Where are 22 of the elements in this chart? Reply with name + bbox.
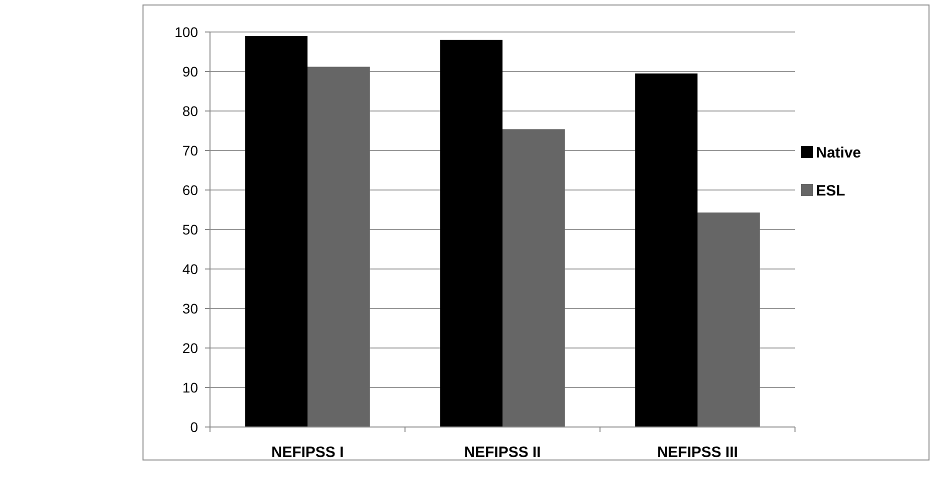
y-tick-label: 70 bbox=[182, 142, 198, 158]
legend-label: Native bbox=[816, 144, 862, 162]
x-tick-label: NEFIPSS II bbox=[464, 444, 541, 461]
bar bbox=[440, 40, 502, 427]
y-tick-label: 40 bbox=[182, 260, 198, 277]
y-tick-label: 30 bbox=[182, 300, 198, 316]
bar bbox=[635, 73, 698, 427]
y-tick-label: 80 bbox=[182, 102, 198, 119]
legend-label: ESL bbox=[816, 182, 846, 200]
bar bbox=[698, 212, 760, 427]
bar bbox=[502, 129, 565, 427]
y-tick-label: 60 bbox=[182, 182, 198, 198]
y-tick-label: 100 bbox=[174, 24, 198, 40]
y-tick-label: 0 bbox=[190, 418, 198, 435]
y-tick-label: 50 bbox=[182, 221, 198, 238]
x-tick-label: NEFIPSS I bbox=[271, 444, 344, 461]
x-tick-label: NEFIPSS III bbox=[657, 444, 738, 461]
y-tick-label: 10 bbox=[182, 379, 198, 396]
bar bbox=[308, 66, 370, 427]
bar bbox=[245, 36, 308, 427]
y-tick-label: 90 bbox=[182, 63, 198, 80]
y-tick-label: 20 bbox=[182, 340, 198, 356]
